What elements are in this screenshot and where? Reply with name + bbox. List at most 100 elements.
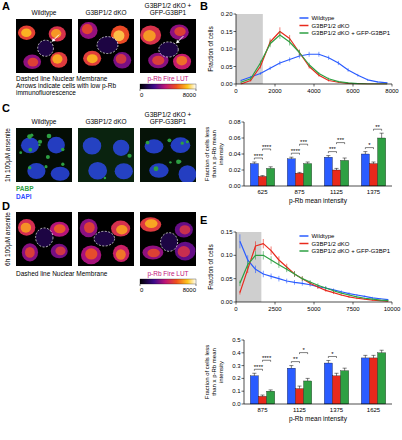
nucleus (115, 163, 133, 179)
axis-title-group: 6h 100μM arsenite (4, 212, 12, 266)
y-tick (234, 302, 237, 303)
y-tick (234, 278, 237, 279)
granule (104, 177, 106, 179)
y-tick-label: 0.4 (232, 350, 241, 356)
nucleus (140, 217, 161, 231)
nucleus-core (87, 54, 98, 63)
granule (61, 148, 64, 151)
x-tick (275, 84, 276, 87)
granule (154, 166, 159, 171)
nucleus (27, 163, 45, 179)
significance-label: *** (337, 137, 345, 143)
cytoplasm-signal (78, 128, 134, 182)
significance-label: * (368, 142, 371, 148)
colorbar-tick-label: 8000 (183, 92, 197, 98)
micrograph (140, 128, 196, 182)
x-tick (392, 84, 393, 87)
y-tick (242, 138, 245, 139)
nucleus-core (116, 225, 127, 235)
granule (38, 144, 40, 146)
colorbar-tick (196, 89, 197, 91)
micrograph (16, 128, 72, 182)
legend-label: G3BP1/2 dKO (311, 23, 349, 29)
legend-label: G3BP1/2 dKO (311, 241, 349, 247)
bar (304, 164, 312, 186)
granule (169, 161, 171, 163)
micrograph-bg (140, 212, 196, 266)
error-bar (343, 368, 347, 371)
nucleus-core (143, 30, 156, 42)
error-bar (334, 373, 338, 376)
nucleus-core (54, 224, 66, 233)
error-bar (297, 172, 301, 174)
micrograph (18, 219, 69, 261)
nucleus-core (145, 219, 158, 228)
x-tick-label: 2500 (268, 306, 282, 312)
granule (44, 165, 47, 168)
y-tick-label: 0.1 (232, 388, 241, 394)
plot-area (236, 232, 388, 302)
y-tick-label: 0.05 (221, 64, 233, 70)
nucleus-core (176, 56, 187, 65)
nucleus (47, 137, 64, 154)
y-tick-label: 0.06 (229, 135, 241, 141)
granule (46, 155, 50, 159)
error-bar (326, 156, 330, 158)
note: Arrows indicate cells with low p-Rbimmun… (16, 82, 116, 96)
error-bar (269, 390, 273, 391)
bar (287, 159, 295, 186)
error-bar (252, 373, 256, 376)
x-tick-label: 1625 (367, 407, 381, 413)
x-tick-label: 625 (257, 189, 268, 195)
bar (341, 160, 349, 186)
colorbar (140, 84, 196, 89)
nucleus (111, 221, 130, 237)
nucleus-core (116, 249, 126, 259)
error-bar (380, 350, 384, 353)
legend-label: Wildtype (311, 233, 335, 239)
y-tick-label: 0.20 (221, 11, 233, 17)
bar (304, 381, 312, 404)
text-line: than x p-Rb mean (211, 130, 217, 178)
nucleus-core (21, 223, 31, 233)
y-tick (242, 340, 245, 341)
column-label: Wildtype (32, 118, 57, 126)
nucleus (22, 243, 38, 261)
micrograph-bg (16, 212, 72, 266)
arrow (52, 35, 59, 42)
error-bar (363, 355, 367, 358)
x-tick-label: 4000 (307, 88, 321, 94)
nucleus-outline (97, 37, 118, 54)
panel-letter: A (2, 0, 10, 12)
significance-label: **** (254, 153, 264, 159)
nucleus (173, 54, 191, 70)
micrograph-bg (78, 212, 134, 266)
nucleus (83, 51, 101, 66)
nucleus-core (28, 58, 39, 67)
y-tick-label: 0.10 (221, 46, 233, 52)
nucleus-core (84, 222, 95, 233)
text-line: than x p-Rb mean (211, 348, 217, 396)
nucleus (149, 163, 168, 178)
y-tick (242, 391, 245, 392)
nucleus-core (174, 27, 185, 36)
bar (258, 176, 266, 186)
nucleus (175, 242, 196, 261)
arrow (176, 36, 183, 43)
colorbar-tick (140, 89, 141, 91)
error-bar (289, 157, 293, 159)
nucleus (175, 222, 193, 237)
x-tick-label: 2000 (268, 88, 282, 94)
nucleus-core (152, 56, 164, 65)
legend-swatch (299, 25, 308, 27)
bar (378, 353, 386, 404)
x-tick (353, 84, 354, 87)
text-line: G3BP1/2 dKO + (145, 111, 192, 118)
y-tick (242, 122, 245, 123)
series-line (240, 255, 388, 300)
x-tick (236, 84, 237, 87)
nucleus (179, 165, 196, 182)
axis-title-group: 1h 100μM arsenite (4, 128, 12, 182)
nucleus-outline (159, 42, 178, 57)
error-bar (260, 395, 264, 396)
